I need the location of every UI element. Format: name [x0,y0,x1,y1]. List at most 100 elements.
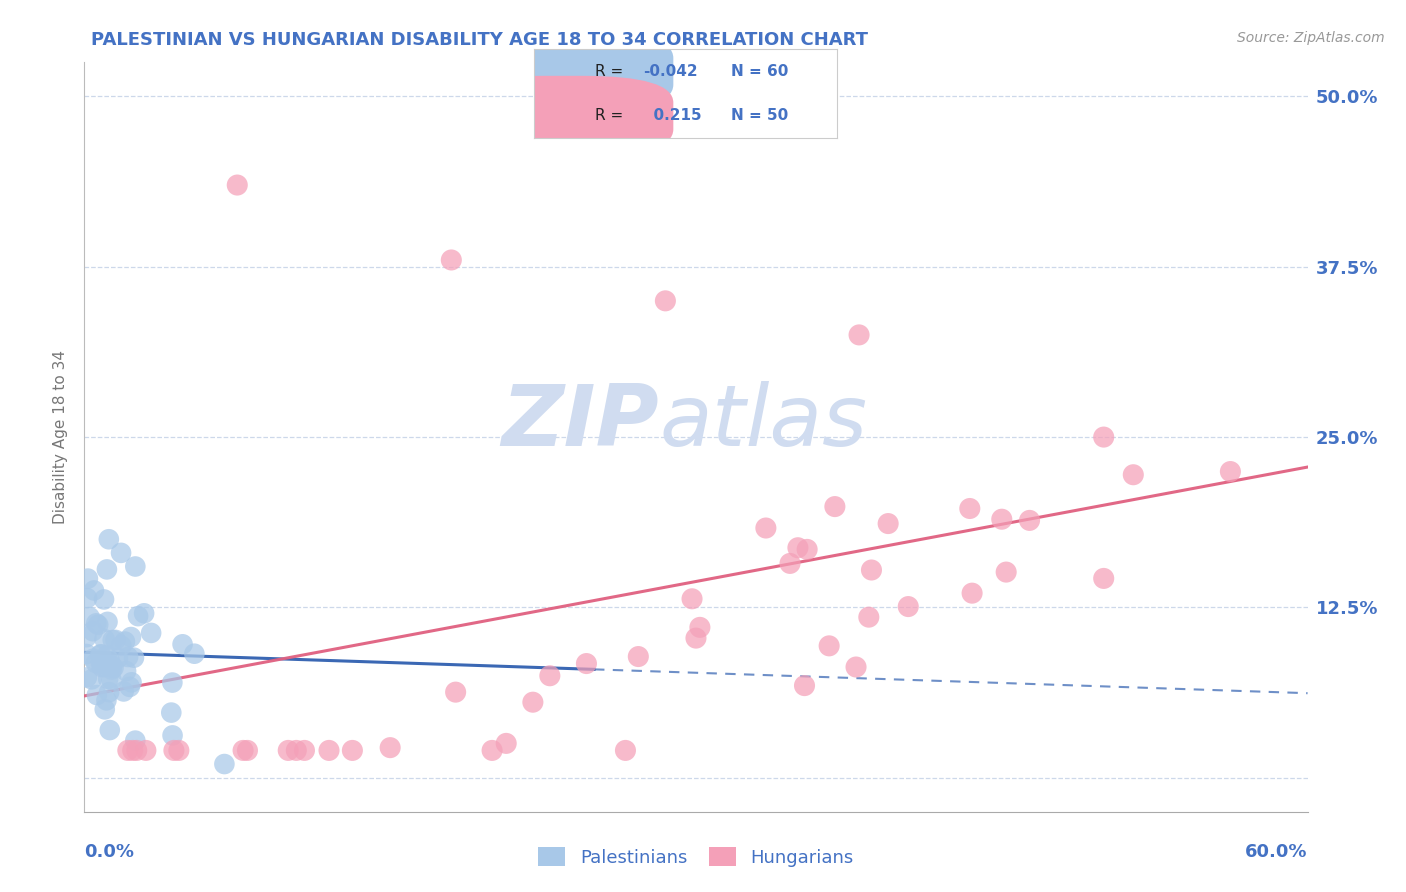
Point [107,651,129,665]
Point [97,533,120,547]
Point [654,293,676,308]
Text: Source: ZipAtlas.com: Source: ZipAtlas.com [1237,31,1385,45]
FancyBboxPatch shape [453,76,673,156]
Point [98,654,121,668]
Point [226,178,249,192]
Point [681,591,703,606]
Point [959,501,981,516]
Point [76,670,98,684]
Point [1122,467,1144,482]
Text: ZIP: ZIP [502,381,659,464]
Text: -0.042: -0.042 [643,64,697,78]
Point [796,542,818,557]
Point [860,563,883,577]
Point [380,740,402,755]
Point [76,591,98,606]
Point [82,652,104,666]
Point [481,743,503,757]
Point [877,516,900,531]
Point [1092,571,1115,585]
Point [117,650,139,665]
Text: 60.0%: 60.0% [1246,843,1308,861]
Point [440,252,463,267]
Point [183,647,205,661]
Point [93,660,115,674]
Text: atlas: atlas [659,381,868,464]
Point [818,639,841,653]
Text: 0.0%: 0.0% [84,843,135,861]
Point [97,672,120,686]
Point [135,743,157,757]
Point [120,630,142,644]
Point [90,648,112,662]
Point [93,592,115,607]
Point [98,723,121,737]
Text: R =: R = [595,109,628,123]
Point [96,648,118,663]
Point [124,733,146,747]
Point [103,661,125,675]
Point [1018,513,1040,527]
Point [91,660,114,674]
Point [318,743,340,757]
Text: 0.215: 0.215 [643,109,702,123]
Point [132,607,155,621]
Point [121,675,143,690]
Point [162,675,184,690]
Point [162,728,184,742]
Point [858,610,880,624]
Point [82,624,104,639]
Y-axis label: Disability Age 18 to 34: Disability Age 18 to 34 [53,350,69,524]
Point [86,688,108,702]
Text: N = 50: N = 50 [731,109,787,123]
Point [614,743,637,757]
Point [122,650,145,665]
Point [342,743,364,757]
Point [897,599,920,614]
Point [214,757,236,772]
Point [167,743,190,757]
Point [845,660,868,674]
Point [89,648,111,662]
Point [848,327,870,342]
Point [90,653,112,667]
Point [75,630,97,644]
Point [232,743,254,757]
Point [495,736,517,750]
Point [100,658,122,673]
Point [575,657,598,671]
Text: R =: R = [595,64,628,78]
Point [779,557,801,571]
Point [127,609,149,624]
Point [84,616,107,631]
Point [110,639,132,653]
Point [824,500,846,514]
Point [172,637,194,651]
Point [104,632,127,647]
Point [117,743,139,757]
Point [87,617,110,632]
Point [79,610,101,624]
Point [538,669,561,683]
Point [522,695,544,709]
Point [84,656,107,670]
Legend: Palestinians, Hungarians: Palestinians, Hungarians [531,840,860,874]
Point [80,673,103,687]
Point [96,562,118,576]
Point [1219,465,1241,479]
Point [98,685,121,699]
Point [121,743,143,757]
Point [125,743,148,757]
Point [755,521,778,535]
Point [115,664,138,678]
Point [83,583,105,598]
Point [93,632,115,647]
Point [124,559,146,574]
Point [100,673,122,687]
Point [991,512,1014,526]
Point [689,620,711,634]
Point [101,632,124,647]
Point [100,663,122,677]
Point [793,679,815,693]
Point [75,647,97,661]
